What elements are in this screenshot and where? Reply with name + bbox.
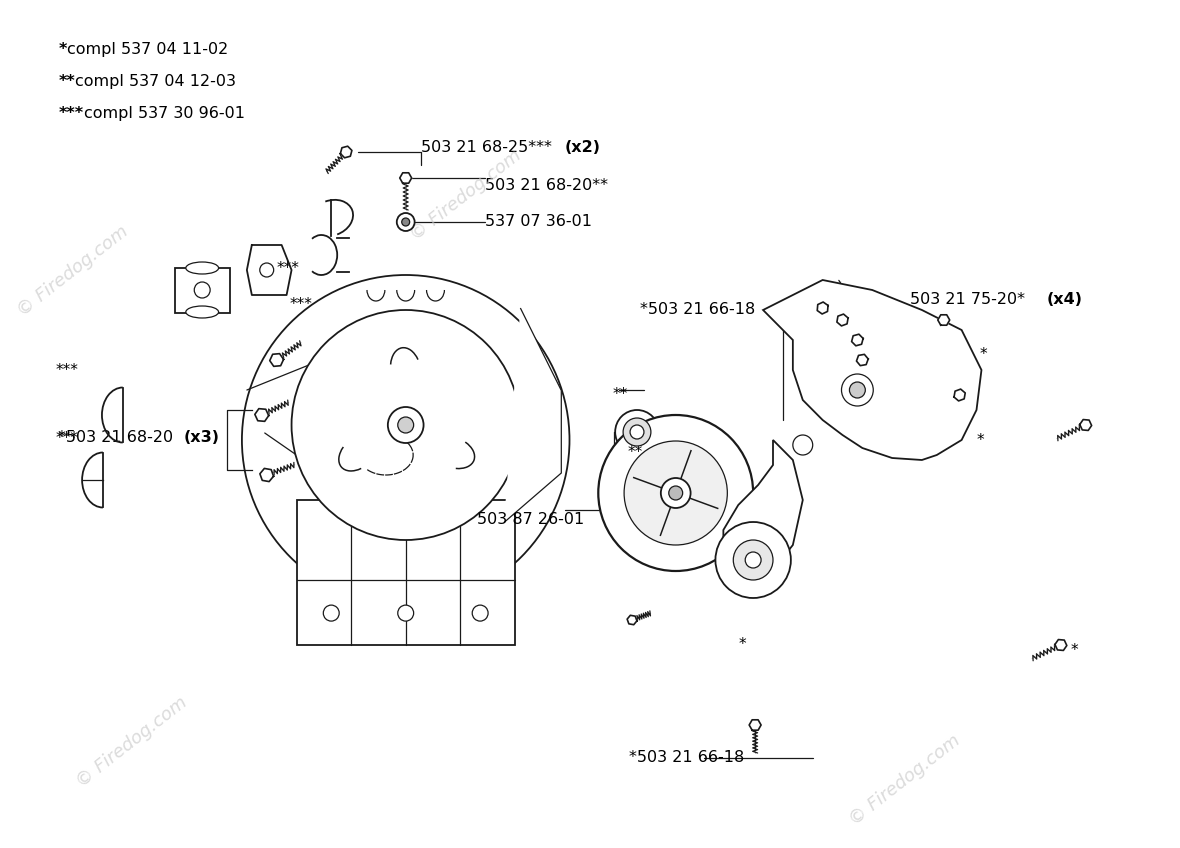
Circle shape [472, 605, 489, 621]
Text: ***: *** [55, 431, 78, 445]
Circle shape [388, 407, 424, 443]
Text: *: * [979, 348, 988, 362]
Bar [296, 500, 514, 645]
Polygon shape [763, 280, 982, 460]
Text: © Firedog.com: © Firedog.com [73, 693, 190, 791]
Circle shape [623, 418, 651, 446]
Circle shape [715, 522, 791, 598]
Polygon shape [1055, 639, 1067, 650]
Text: © Firedog.com: © Firedog.com [407, 146, 524, 244]
Text: ***: *** [55, 362, 78, 377]
Circle shape [401, 218, 409, 226]
Polygon shape [270, 354, 283, 366]
Text: (x4): (x4) [1047, 293, 1083, 308]
Polygon shape [938, 315, 950, 325]
Text: 503 87 26-01: 503 87 26-01 [477, 512, 584, 527]
Circle shape [291, 310, 520, 540]
Circle shape [850, 382, 865, 398]
Polygon shape [260, 468, 274, 482]
Circle shape [396, 213, 414, 231]
Polygon shape [504, 308, 562, 522]
Text: **: ** [58, 74, 76, 89]
Text: *503 21 66-18: *503 21 66-18 [640, 303, 755, 317]
Circle shape [624, 441, 727, 545]
Text: ***: *** [58, 106, 84, 121]
Circle shape [661, 478, 690, 508]
Polygon shape [627, 616, 637, 625]
Polygon shape [818, 302, 828, 314]
Circle shape [260, 263, 274, 277]
Ellipse shape [185, 262, 218, 274]
Polygon shape [255, 409, 269, 421]
Circle shape [793, 435, 813, 455]
Text: compl 537 04 11-02: compl 537 04 11-02 [67, 42, 228, 57]
Polygon shape [723, 440, 802, 580]
Circle shape [242, 275, 570, 605]
Text: 503 21 68-25***: 503 21 68-25*** [420, 141, 557, 155]
Polygon shape [247, 245, 291, 295]
Bar [176, 268, 230, 313]
Text: *503 21 66-18: *503 21 66-18 [629, 750, 745, 766]
Circle shape [630, 425, 644, 439]
Circle shape [841, 374, 873, 406]
Text: compl 537 04 12-03: compl 537 04 12-03 [76, 74, 236, 89]
Polygon shape [1080, 420, 1092, 431]
Circle shape [615, 410, 658, 454]
Circle shape [195, 282, 210, 298]
Polygon shape [340, 146, 352, 158]
Text: ***: *** [276, 260, 300, 276]
Text: (x2): (x2) [564, 141, 601, 155]
Circle shape [398, 605, 414, 621]
Ellipse shape [185, 306, 218, 318]
Polygon shape [176, 268, 229, 312]
Text: 503 21 75-20*: 503 21 75-20* [910, 293, 1030, 308]
Text: 503 21 68-20**: 503 21 68-20** [485, 177, 608, 192]
Polygon shape [837, 314, 848, 326]
Text: **: ** [612, 388, 628, 403]
Text: compl 537 30 96-01: compl 537 30 96-01 [84, 106, 244, 121]
Text: (x3): (x3) [183, 429, 219, 444]
Circle shape [746, 552, 761, 568]
Text: **: ** [627, 445, 642, 460]
Text: ***: *** [289, 298, 313, 313]
Polygon shape [857, 354, 868, 365]
Circle shape [733, 540, 773, 580]
Polygon shape [852, 334, 863, 346]
Text: © Firedog.com: © Firedog.com [846, 731, 964, 829]
Polygon shape [749, 720, 761, 730]
Text: *: * [739, 638, 746, 652]
Circle shape [323, 605, 339, 621]
Text: © Firedog.com: © Firedog.com [14, 222, 132, 321]
Polygon shape [953, 389, 965, 401]
Circle shape [398, 417, 414, 433]
Text: *: * [1070, 643, 1079, 657]
Text: 537 07 36-01: 537 07 36-01 [485, 215, 592, 230]
Text: *: * [58, 42, 66, 57]
Text: *: * [977, 432, 984, 448]
Circle shape [669, 486, 683, 500]
Circle shape [598, 415, 753, 571]
Polygon shape [400, 173, 412, 183]
Text: *503 21 68-20: *503 21 68-20 [58, 429, 178, 444]
